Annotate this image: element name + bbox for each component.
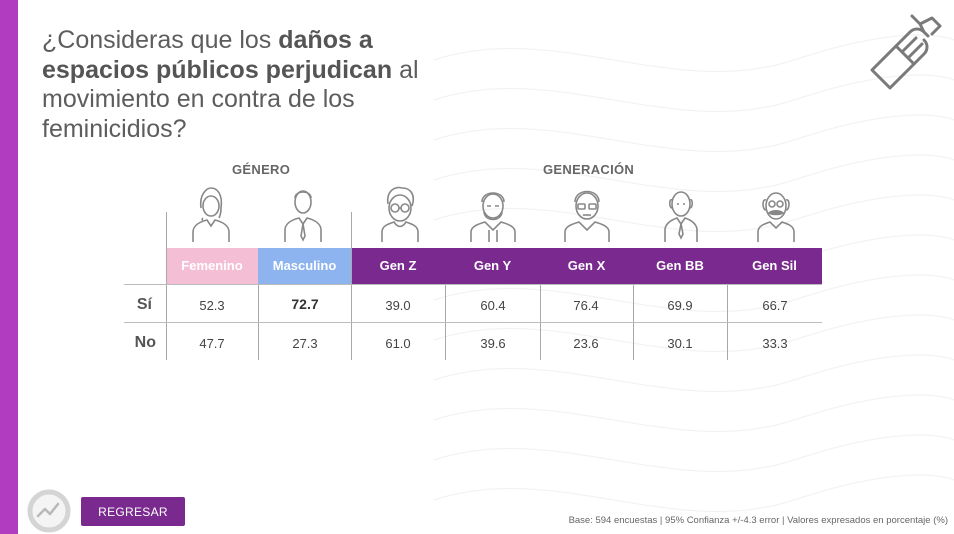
column-header-gen-bb: Gen BB	[633, 248, 727, 284]
table-cell-highlight: 72.7	[291, 296, 319, 312]
table-cell: 61.0	[385, 336, 411, 351]
table-cell: 60.4	[480, 298, 506, 313]
question-suffix: al movimiento en contra de los feminicid…	[42, 55, 419, 143]
question-title: ¿Consideras que los daños a espacios púb…	[42, 26, 442, 144]
young-glasses-icon	[381, 186, 419, 242]
table-cell: 39.0	[385, 298, 411, 313]
back-button[interactable]: REGRESAR	[81, 497, 185, 526]
gender-group-label: GÉNERO	[232, 162, 291, 177]
table-cell: 66.7	[762, 298, 788, 313]
column-header-gen-y: Gen Y	[445, 248, 540, 284]
bearded-man-icon	[470, 192, 516, 242]
raised-fist-logo-icon	[870, 14, 942, 90]
footer-note: Base: 594 encuestas | 95% Confianza +/-4…	[568, 515, 948, 526]
question-bold: daños a espacios públicos perjudican	[42, 26, 393, 84]
column-header-masculino: Masculino	[258, 248, 351, 284]
table-cell: 30.1	[667, 336, 693, 351]
column-header-gen-x: Gen X	[540, 248, 633, 284]
grid-vline	[166, 212, 167, 360]
table-cell: 33.3	[762, 336, 788, 351]
table-cell: 27.3	[292, 336, 318, 351]
woman-icon	[192, 187, 230, 242]
table-cell: 47.7	[199, 336, 225, 351]
grid-hline	[124, 322, 822, 323]
question-prefix: ¿Consideras que los	[42, 26, 272, 54]
row-label-si: Sí	[136, 296, 152, 313]
grid-vline	[351, 212, 352, 360]
man-icon	[284, 190, 322, 242]
man-glasses-icon	[564, 190, 610, 242]
generation-group-label: GENERACIÓN	[543, 162, 635, 177]
table-cell: 69.9	[667, 298, 693, 313]
column-header-gen-z: Gen Z	[351, 248, 445, 284]
home-logo-icon[interactable]	[26, 488, 72, 534]
table-cell: 76.4	[573, 298, 599, 313]
elderly-mustache-icon	[757, 192, 795, 242]
table-cell: 23.6	[573, 336, 599, 351]
column-header-gen-sil: Gen Sil	[727, 248, 822, 284]
grid-hline	[124, 284, 822, 285]
table-cell: 39.6	[480, 336, 506, 351]
table-cell: 52.3	[199, 298, 225, 313]
column-header-femenino: Femenino	[166, 248, 258, 284]
left-accent-bar	[0, 0, 18, 534]
row-label-no: No	[134, 334, 156, 351]
elderly-man-icon	[664, 191, 698, 242]
